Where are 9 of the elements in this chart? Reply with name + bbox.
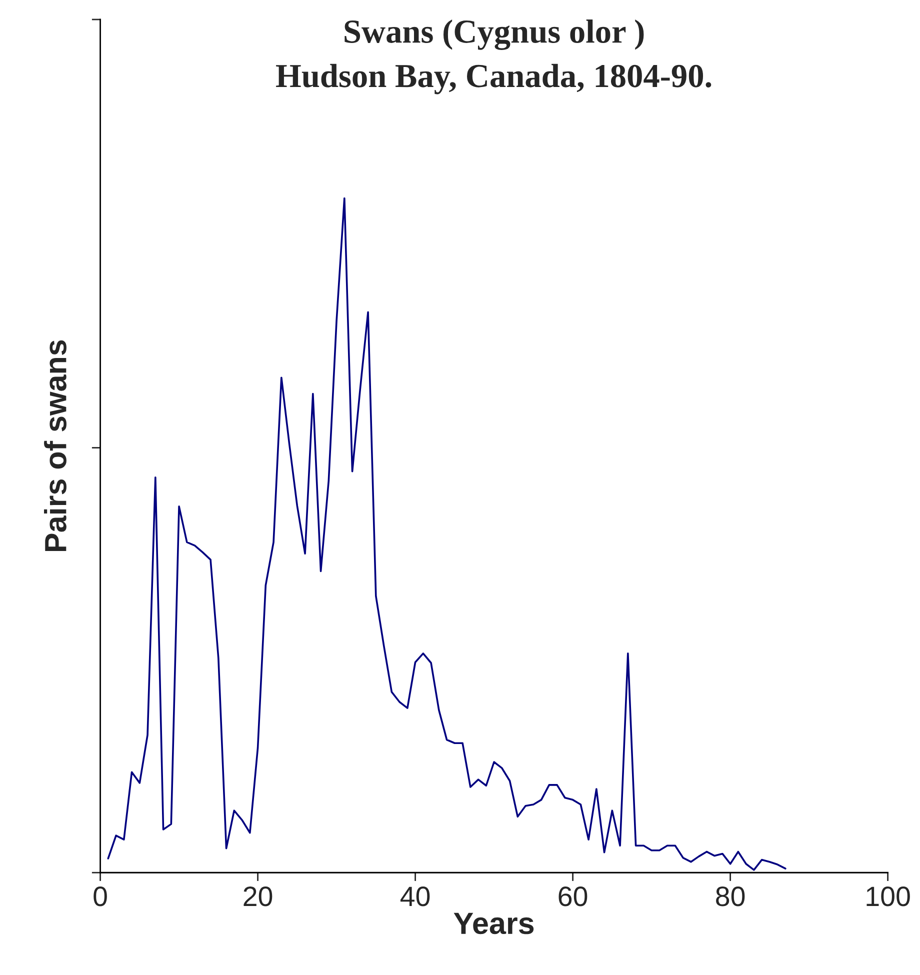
x-tick-label: 0 <box>94 886 107 906</box>
y-axis-title: Pairs of swans <box>44 340 66 551</box>
x-tick-label: 20 <box>244 886 272 906</box>
x-tick-label: 60 <box>558 886 588 906</box>
x-tick-label: 100 <box>866 886 910 906</box>
chart-title: Swans (Cygnus olor ) Hudson Bay, Canada, 1804-90. <box>276 20 712 94</box>
x-tick-label: 40 <box>400 886 430 906</box>
x-tick-label: 80 <box>716 886 745 906</box>
x-axis-title: Years <box>454 912 534 934</box>
